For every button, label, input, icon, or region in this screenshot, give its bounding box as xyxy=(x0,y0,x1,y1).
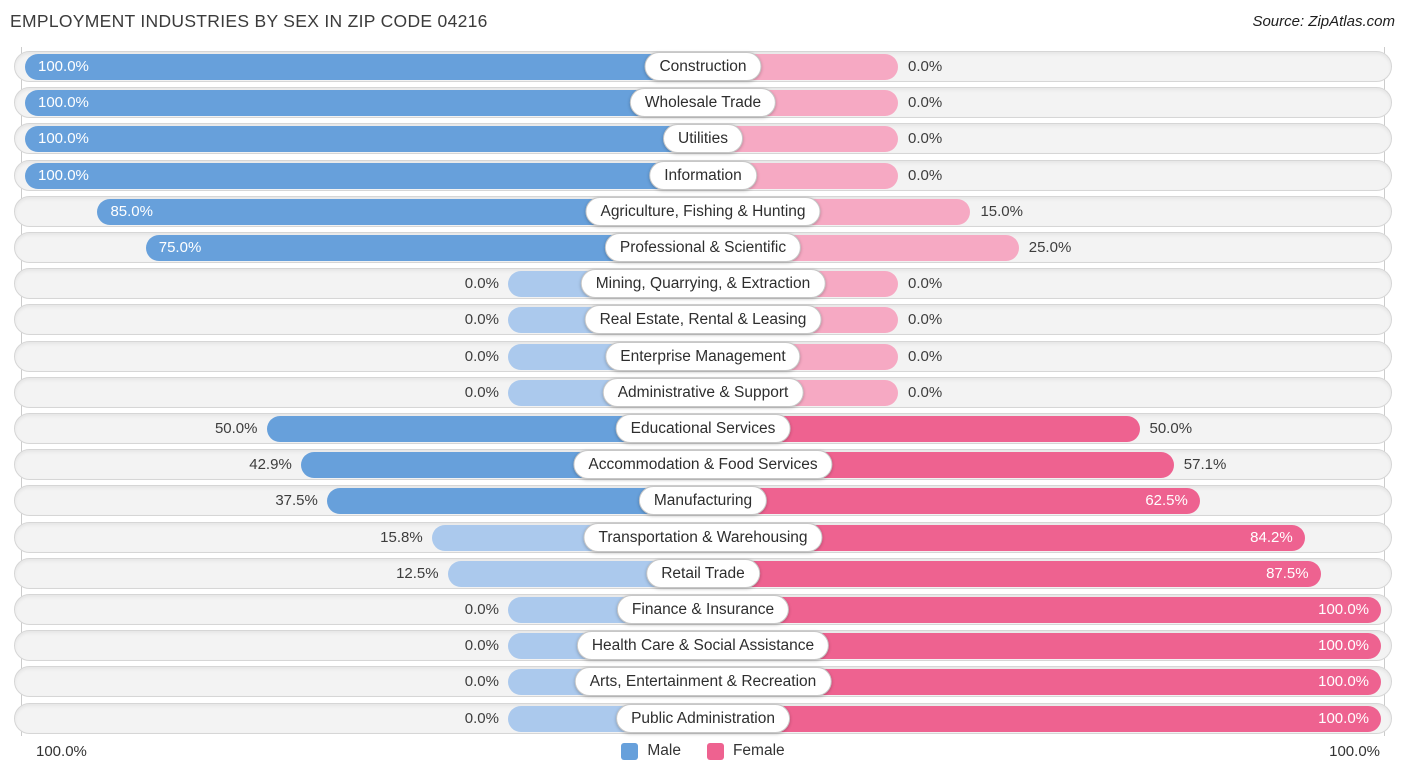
male-value-label: 0.0% xyxy=(464,347,499,365)
industry-row: 85.0% 15.0% Agriculture, Fishing & Hunting xyxy=(0,194,1406,230)
industry-row: 75.0% 25.0% Professional & Scientific xyxy=(0,230,1406,266)
industry-row: 37.5% 62.5% Manufacturing xyxy=(0,483,1406,519)
male-value-label: 100.0% xyxy=(38,166,89,184)
industry-label-pill: Information xyxy=(649,160,757,190)
industry-row: 0.0% 0.0% Mining, Quarrying, & Extraction xyxy=(0,266,1406,302)
industry-row: 0.0% 100.0% Public Administration xyxy=(0,701,1406,737)
legend-item-female: Female xyxy=(706,742,785,760)
male-value-label: 100.0% xyxy=(38,94,89,112)
female-value-label: 57.1% xyxy=(1183,456,1227,474)
chart-area: 100.0% 0.0% Construction 100.0% 0.0% Wholesal… xyxy=(0,47,1406,738)
industry-label-pill: Educational Services xyxy=(615,414,791,443)
female-value-label: 0.0% xyxy=(908,94,943,112)
industry-row: 12.5% 87.5% Retail Trade xyxy=(0,556,1406,592)
industry-label-pill: Retail Trade xyxy=(646,558,760,588)
male-bar xyxy=(25,90,728,117)
male-value-label: 0.0% xyxy=(464,311,499,329)
industry-label-pill: Mining, Quarrying, & Extraction xyxy=(580,269,826,299)
industry-row: 0.0% 0.0% Administrative & Support xyxy=(0,375,1406,411)
male-bar xyxy=(25,54,728,80)
female-value-label: 62.5% xyxy=(1145,492,1188,510)
industry-label-pill: Construction xyxy=(644,52,762,81)
male-value-label: 0.0% xyxy=(464,601,499,618)
female-value-label: 0.0% xyxy=(908,130,943,148)
industry-row: 100.0% 0.0% Construction xyxy=(0,49,1406,85)
female-value-label: 0.0% xyxy=(908,275,943,293)
male-value-label: 100.0% xyxy=(38,58,89,75)
industry-label-pill: Enterprise Management xyxy=(605,341,801,371)
female-bar xyxy=(678,705,1381,732)
male-value-label: 100.0% xyxy=(38,130,89,148)
female-value-label: 0.0% xyxy=(908,383,943,401)
industry-row: 100.0% 0.0% Utilities xyxy=(0,121,1406,157)
legend-male-label: Male xyxy=(647,742,681,759)
female-value-label: 87.5% xyxy=(1266,564,1309,582)
male-color-swatch xyxy=(621,742,639,760)
male-value-label: 50.0% xyxy=(214,420,258,437)
female-value-label: 25.0% xyxy=(1028,239,1072,256)
industry-label-pill: Utilities xyxy=(663,124,743,154)
industry-row: 0.0% 100.0% Arts, Entertainment & Recreati… xyxy=(0,664,1406,700)
industry-label-pill: Agriculture, Fishing & Hunting xyxy=(585,196,821,226)
female-value-label: 15.0% xyxy=(980,202,1023,220)
industry-row: 0.0% 0.0% Real Estate, Rental & Leasing xyxy=(0,302,1406,338)
female-value-label: 100.0% xyxy=(1318,601,1369,618)
male-value-label: 0.0% xyxy=(464,637,499,655)
female-value-label: 50.0% xyxy=(1149,420,1193,437)
legend: Male Female xyxy=(0,742,1406,760)
male-value-label: 85.0% xyxy=(110,202,153,220)
male-value-label: 0.0% xyxy=(464,275,499,293)
industry-row: 0.0% 100.0% Finance & Insurance xyxy=(0,592,1406,628)
industry-row: 15.8% 84.2% Transportation & Warehousing xyxy=(0,520,1406,556)
industry-row: 0.0% 0.0% Enterprise Management xyxy=(0,339,1406,375)
female-value-label: 0.0% xyxy=(908,311,943,329)
male-value-label: 0.0% xyxy=(464,709,499,727)
female-value-label: 84.2% xyxy=(1250,528,1293,546)
female-bar xyxy=(678,597,1381,623)
industry-row: 50.0% 50.0% Educational Services xyxy=(0,411,1406,447)
industry-label-pill: Administrative & Support xyxy=(602,377,804,407)
source-credit: Source: ZipAtlas.com xyxy=(1252,13,1395,30)
industry-label-pill: Accommodation & Food Services xyxy=(573,450,833,480)
male-bar xyxy=(25,126,728,153)
industry-label-pill: Finance & Insurance xyxy=(616,595,790,624)
industry-label-pill: Manufacturing xyxy=(638,486,768,516)
industry-label-pill: Public Administration xyxy=(616,703,790,733)
legend-female-label: Female xyxy=(732,742,785,759)
industry-label-pill: Transportation & Warehousing xyxy=(583,522,823,552)
industry-row: 0.0% 100.0% Health Care & Social Assistanc… xyxy=(0,628,1406,664)
female-value-label: 0.0% xyxy=(908,166,943,184)
chart-title: EMPLOYMENT INDUSTRIES BY SEX IN ZIP CODE… xyxy=(10,11,488,31)
industry-label-pill: Wholesale Trade xyxy=(629,88,777,118)
axis-label-right: 100.0% xyxy=(1329,743,1380,760)
male-value-label: 75.0% xyxy=(158,239,202,256)
male-value-label: 0.0% xyxy=(464,383,499,401)
industry-label-pill: Real Estate, Rental & Leasing xyxy=(584,305,822,335)
industry-row: 42.9% 57.1% Accommodation & Food Services xyxy=(0,447,1406,483)
male-value-label: 15.8% xyxy=(380,528,423,546)
male-value-label: 12.5% xyxy=(396,564,439,582)
female-value-label: 100.0% xyxy=(1318,673,1369,691)
female-value-label: 0.0% xyxy=(908,347,943,365)
legend-item-male: Male xyxy=(621,742,681,760)
industry-label-pill: Professional & Scientific xyxy=(604,233,802,262)
chart-footer: 100.0% Male Female 100.0% xyxy=(0,738,1406,776)
female-value-label: 0.0% xyxy=(908,58,943,75)
female-value-label: 100.0% xyxy=(1318,709,1369,727)
male-value-label: 0.0% xyxy=(464,673,499,691)
male-value-label: 37.5% xyxy=(275,492,318,510)
industry-label-pill: Arts, Entertainment & Recreation xyxy=(574,667,832,697)
female-value-label: 100.0% xyxy=(1318,637,1369,655)
male-bar xyxy=(25,162,728,189)
female-bar xyxy=(678,560,1321,587)
industry-row: 100.0% 0.0% Wholesale Trade xyxy=(0,85,1406,121)
industry-row: 100.0% 0.0% Information xyxy=(0,158,1406,194)
female-color-swatch xyxy=(706,742,724,760)
male-value-label: 42.9% xyxy=(249,456,292,474)
axis-label-left: 100.0% xyxy=(36,743,87,760)
industry-label-pill: Health Care & Social Assistance xyxy=(576,631,830,661)
